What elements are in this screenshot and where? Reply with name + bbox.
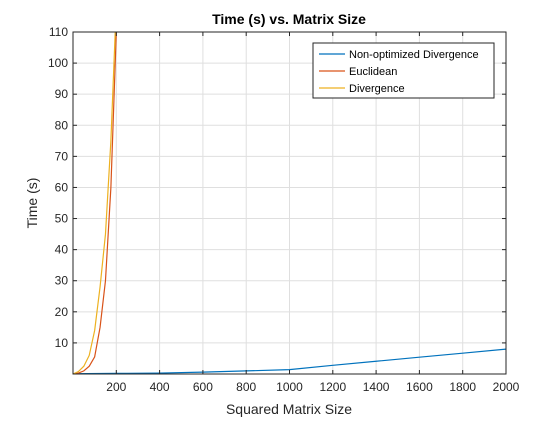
x-tick-label: 1400 [363, 380, 390, 394]
x-tick-label: 1800 [449, 380, 476, 394]
y-tick-label: 80 [55, 118, 69, 132]
series-line-divergence [73, 32, 116, 374]
y-tick-label: 110 [49, 25, 68, 39]
y-tick-label: 30 [55, 274, 69, 288]
legend-label-non-optimized-divergence: Non-optimized Divergence [349, 49, 479, 61]
y-tick-label: 100 [48, 56, 68, 70]
series-group [73, 32, 506, 374]
x-tick-label: 1600 [406, 380, 433, 394]
x-tick-label: 1000 [276, 380, 303, 394]
legend: Non-optimized Divergence Euclidean Diverge… [312, 42, 495, 99]
series-line-non-optimized-divergence [73, 348, 506, 374]
x-tick-label: 800 [236, 380, 256, 394]
y-tick-label: 10 [55, 336, 69, 350]
chart-title: Time (s) vs. Matrix Size [212, 11, 366, 27]
y-tick-label: 90 [55, 87, 69, 101]
y-tick-label: 40 [55, 243, 69, 257]
y-tick-label: 70 [55, 149, 69, 163]
x-tick-label: 400 [150, 380, 170, 394]
y-tick-label: 50 [55, 212, 69, 226]
x-axis-label: Squared Matrix Size [226, 401, 352, 417]
y-tick-label: 60 [55, 180, 69, 194]
series-line-euclidean [73, 32, 117, 374]
legend-label-divergence: Divergence [349, 83, 405, 95]
x-tick-label: 200 [106, 380, 126, 394]
y-tick-label: 20 [55, 305, 69, 319]
legend-label-euclidean: Euclidean [349, 66, 397, 78]
y-axis-label: Time (s) [24, 178, 40, 229]
x-tick-label: 1200 [319, 380, 346, 394]
x-tick-label: 600 [193, 380, 213, 394]
x-tick-label: 2000 [493, 380, 520, 394]
axis-ticks: 200 400 600 800 1000 1200 1400 1600 1800 2000 10 20… [48, 25, 520, 394]
